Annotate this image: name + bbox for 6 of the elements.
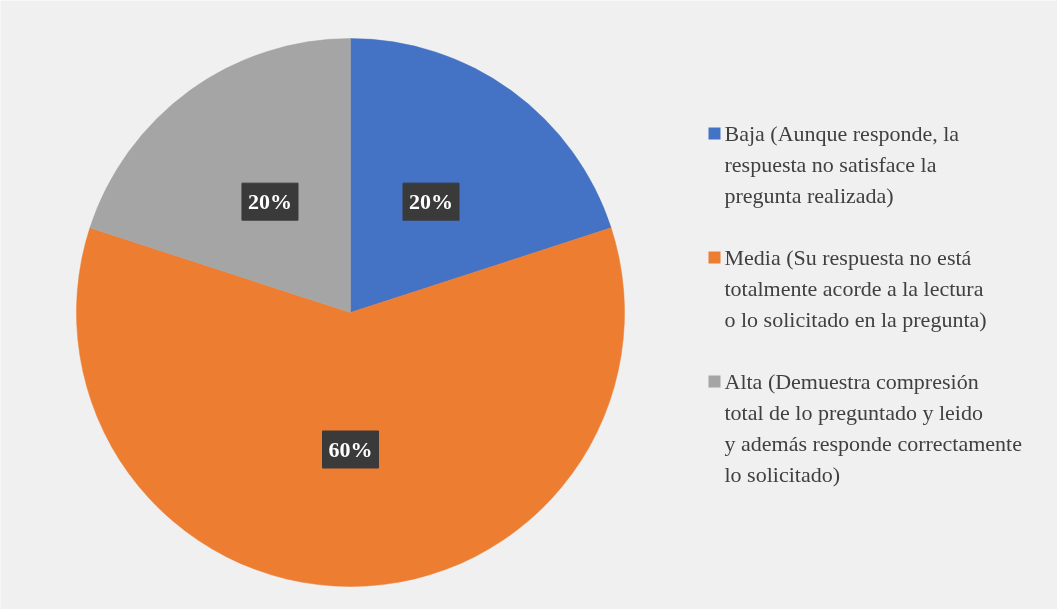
legend-label: Alta (Demuestra compresión total de lo preguntado y leido y además responde correctamente lo solicitado) (724, 369, 1022, 487)
data-label: 60% (328, 437, 373, 462)
data-label: 20% (409, 189, 454, 215)
data-label: 20% (247, 189, 292, 215)
legend-label: Media (Su respuesta no está totalmente acorde a la lectura o lo solicitado en la pregunta) (724, 245, 987, 332)
legend-label: Baja (Aunque responde, la respuesta no satisface la pregunta realizada) (724, 121, 960, 208)
